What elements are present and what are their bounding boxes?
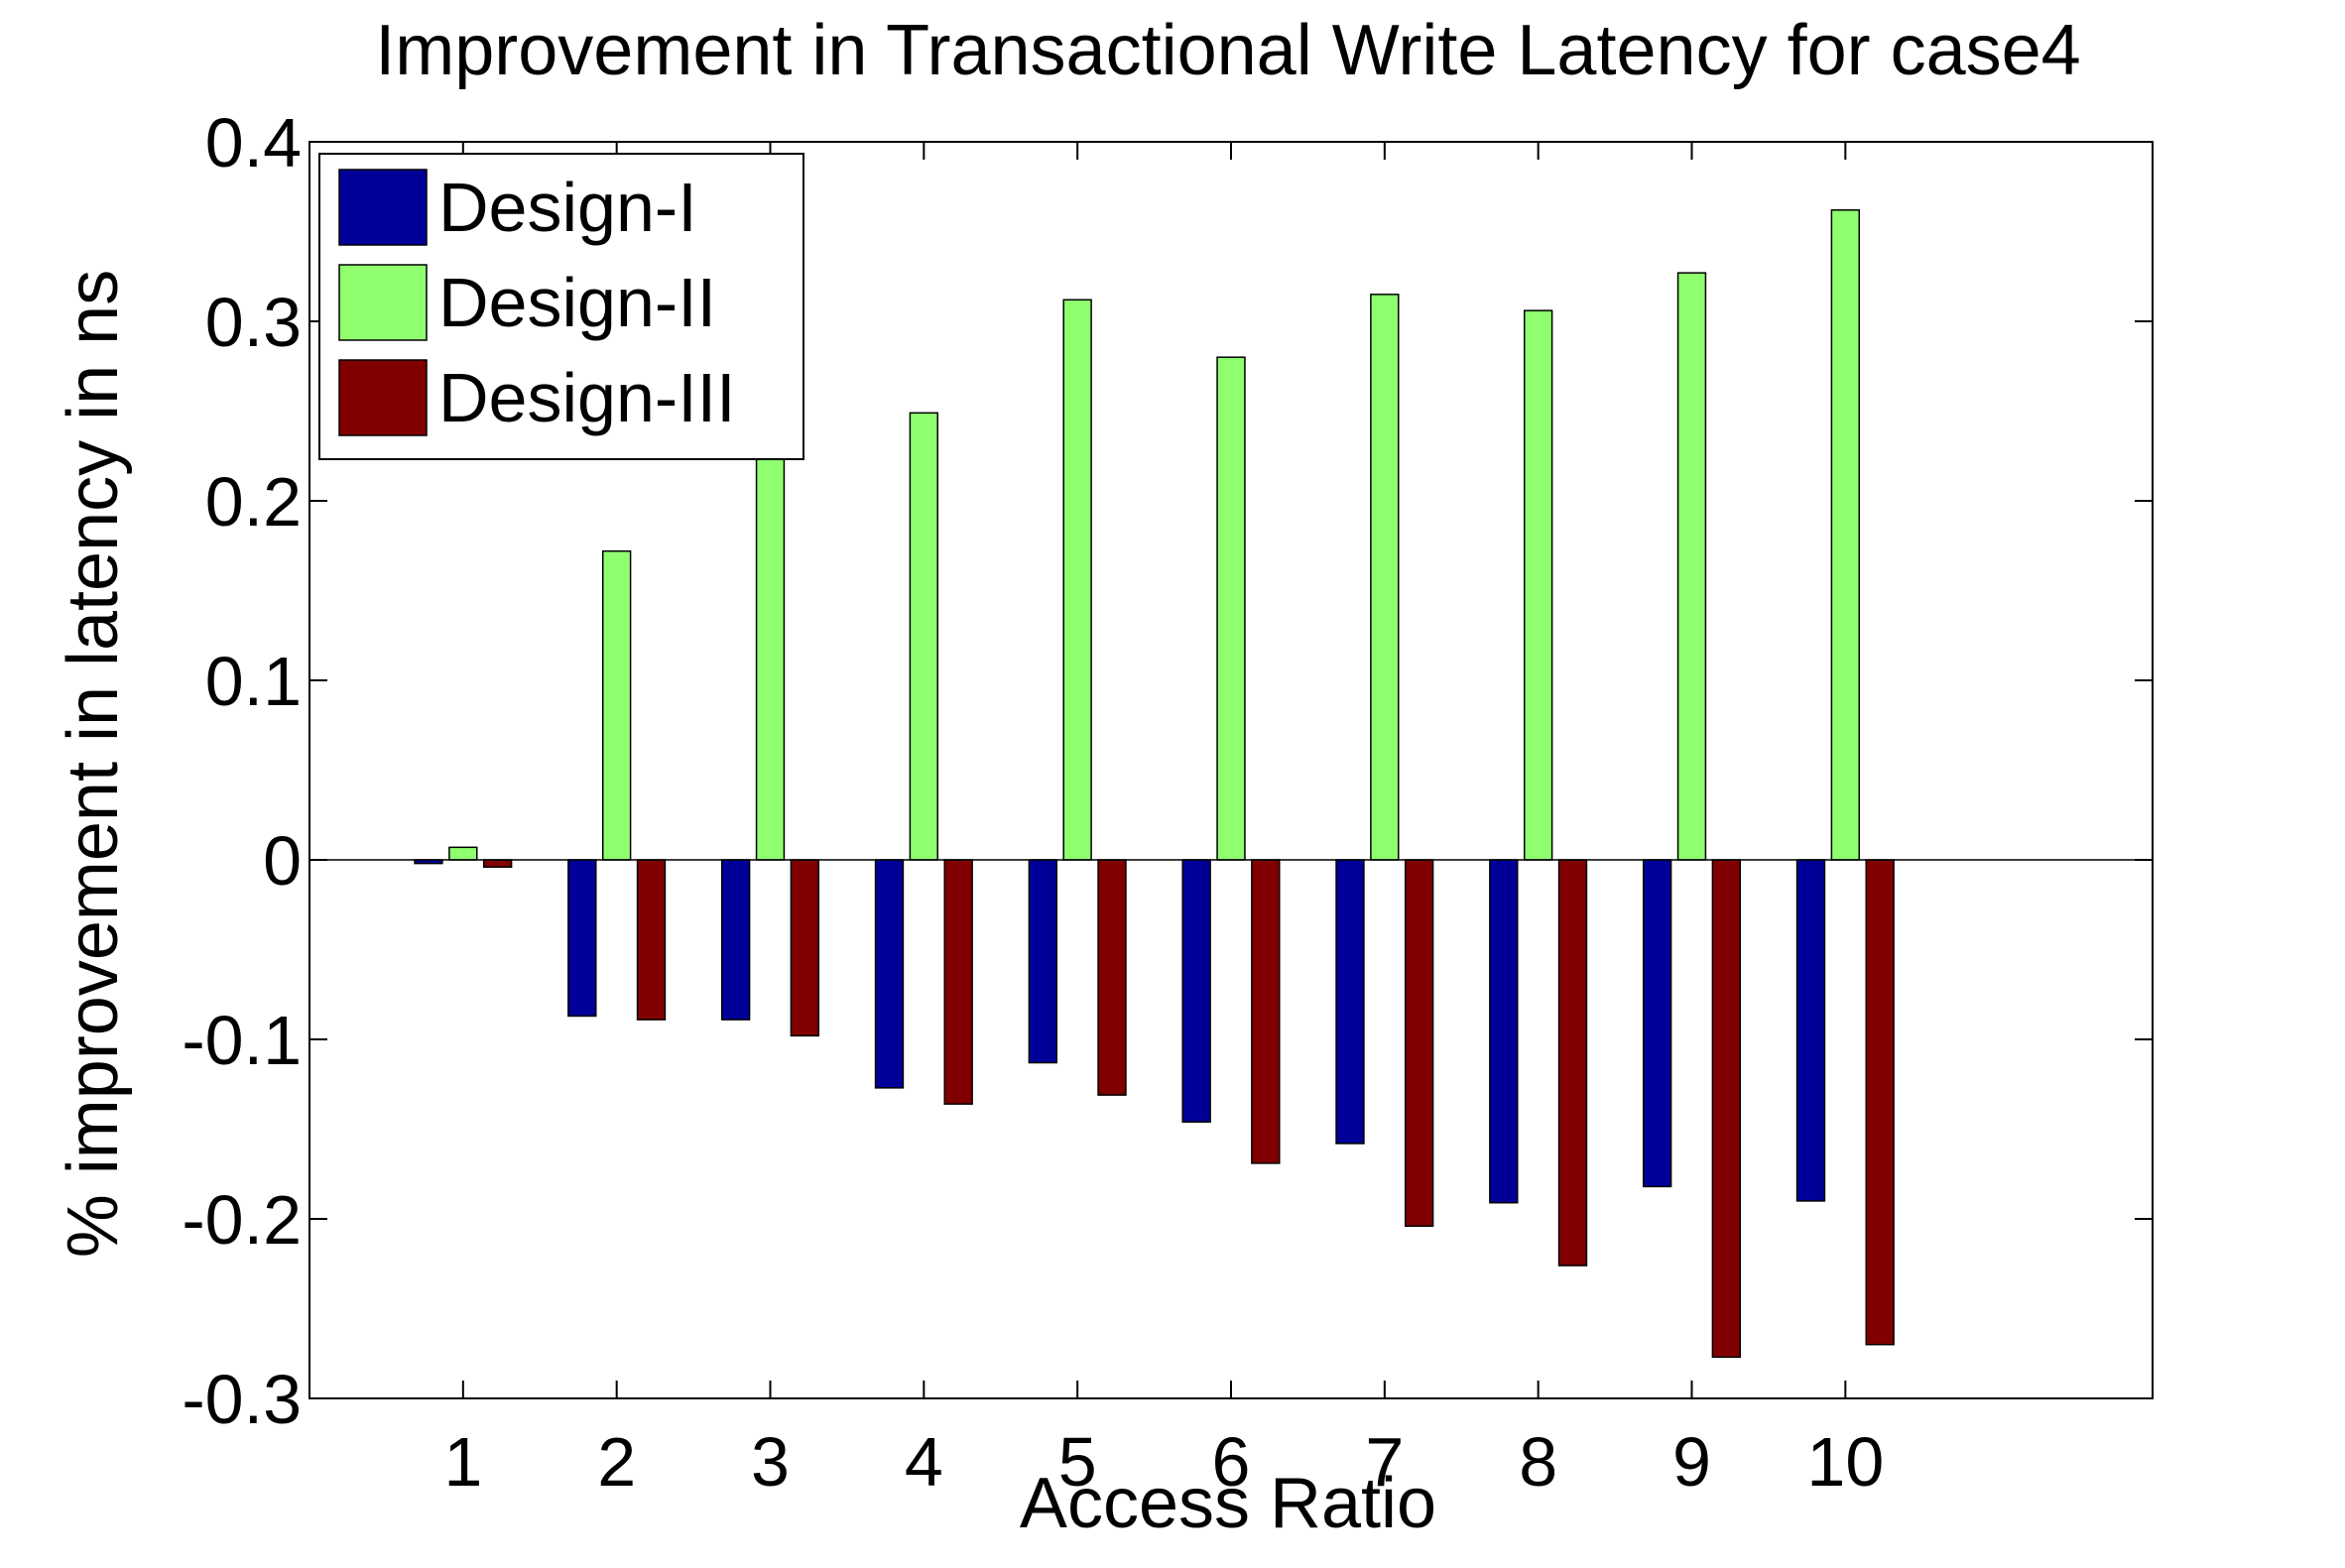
x-tick-label: 6 [1212,1423,1251,1501]
bar [567,859,597,1018]
bar [755,445,786,861]
bar [1251,859,1281,1164]
x-tick-label: 4 [905,1423,943,1501]
y-tick-label: 0.2 [205,463,302,541]
bar [943,859,973,1105]
plot-area: -0.3 -0.2 -0.1 0 0.1 0.2 0.3 0.4 1 2 3 4 5 6 7 8 9 10 [182,104,2154,1501]
bar [1062,299,1092,861]
y-tick-label: -0.3 [182,1361,302,1438]
y-tick-label: 0.4 [205,104,302,181]
bar [1830,209,1861,861]
x-tick-label: 5 [1058,1423,1097,1501]
bar [1181,859,1211,1124]
legend-label: Design-I [438,169,697,246]
y-tick-label: 0 [263,822,302,900]
bar [1216,356,1246,861]
x-tick-label: 1 [443,1423,482,1501]
bar [1795,859,1826,1202]
x-tick-label: 3 [751,1423,790,1501]
x-tick-label: 9 [1672,1423,1711,1501]
bar [1097,859,1127,1096]
y-tick-label: 0.1 [205,643,302,720]
bar [1335,859,1365,1145]
bar [1370,294,1400,861]
bar [1489,859,1519,1204]
x-tick-label: 2 [597,1423,636,1501]
x-tick-label: 7 [1365,1423,1404,1501]
legend-swatch [338,264,428,341]
bar [1028,859,1058,1064]
bar [482,859,513,868]
y-tick-label: 0.3 [205,284,302,361]
bar [874,859,905,1089]
x-tick-label: 10 [1806,1423,1884,1501]
bar [601,549,632,861]
bar [1557,859,1588,1266]
bar [720,859,751,1021]
legend-label: Design-II [438,264,716,341]
bar [1711,859,1742,1359]
legend-swatch [338,359,428,436]
y-axis-label: % improvement in latency in ns [54,270,133,1258]
bar [1404,859,1434,1227]
x-tick-label: 8 [1519,1423,1557,1501]
legend-label: Design-III [438,359,736,436]
bar [1676,272,1707,861]
chart-title: Improvement in Transactional Write Laten… [375,11,2080,90]
bar [909,412,939,861]
legend: Design-I Design-II Design-III [318,153,804,460]
bar [1523,309,1553,861]
bar [636,859,667,1021]
x-axis-label: Access Ratio [1020,1464,1436,1543]
y-tick-label: -0.2 [182,1181,302,1259]
bar [1642,859,1672,1188]
legend-swatch [338,169,428,246]
bar [448,846,478,861]
bar [1865,859,1895,1346]
bar [790,859,820,1037]
y-tick-label: -0.1 [182,1002,302,1079]
